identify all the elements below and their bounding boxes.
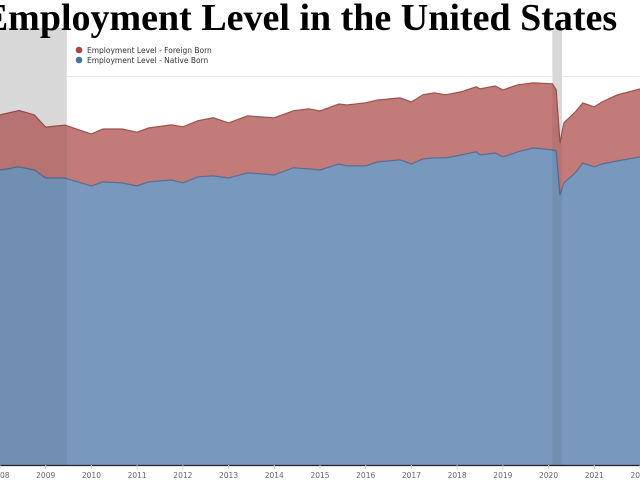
x-tick-label: 2020 bbox=[539, 471, 558, 480]
x-tick-label: 2018 bbox=[448, 471, 467, 480]
area-native-born bbox=[0, 147, 640, 465]
shaded-period-overlay-0 bbox=[0, 28, 67, 465]
legend-dot-foreign-born bbox=[75, 46, 83, 54]
x-tick-label: 2019 bbox=[493, 471, 512, 480]
areas bbox=[0, 82, 640, 465]
line-native-born bbox=[0, 147, 640, 196]
x-axis-ticks: 2008 2009 2010 2011 2012 2013 2014 2015 2016 2017… bbox=[0, 465, 640, 480]
legend: Employment Level - Foreign Born Employme… bbox=[75, 46, 212, 65]
x-tick-label: 2008 bbox=[0, 471, 10, 480]
x-tick-label: 2010 bbox=[82, 471, 101, 480]
shaded-period-overlay-1 bbox=[552, 28, 562, 465]
x-tick-label: 2014 bbox=[265, 471, 284, 480]
x-tick-label: 2021 bbox=[585, 471, 604, 480]
legend-label-foreign-born[interactable]: Employment Level - Foreign Born bbox=[87, 46, 212, 55]
legend-dot-native-born bbox=[75, 56, 83, 64]
x-tick-label: 2011 bbox=[128, 471, 147, 480]
x-tick-label: 2009 bbox=[36, 471, 55, 480]
x-tick-label: 2022 bbox=[630, 471, 640, 480]
x-tick-label: 2012 bbox=[173, 471, 192, 480]
x-tick-label: 2016 bbox=[356, 471, 375, 480]
chart-title: Employment Level in the United States bbox=[0, 0, 617, 39]
legend-label-native-born[interactable]: Employment Level - Native Born bbox=[87, 56, 209, 65]
area-foreign-born bbox=[0, 82, 640, 195]
line-foreign-born bbox=[0, 82, 640, 144]
x-tick-label: 2013 bbox=[219, 471, 238, 480]
shaded-periods-overlay bbox=[0, 28, 562, 465]
x-tick-label: 2017 bbox=[402, 471, 421, 480]
x-tick-label: 2015 bbox=[310, 471, 329, 480]
